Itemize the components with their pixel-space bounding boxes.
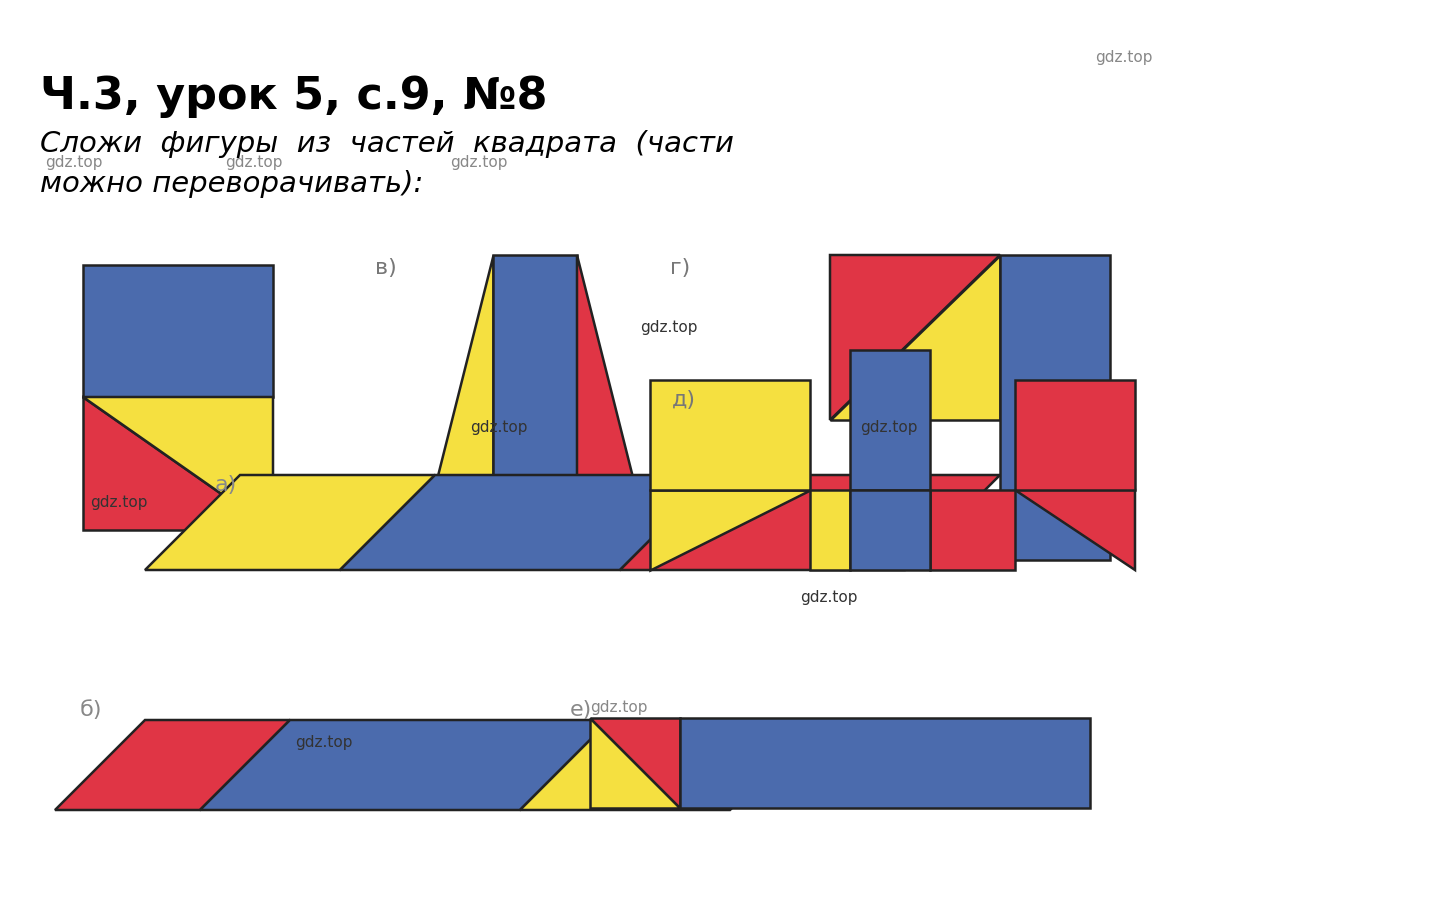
Polygon shape (83, 397, 273, 530)
Polygon shape (83, 265, 273, 397)
Text: г): г) (670, 258, 690, 278)
Polygon shape (1015, 380, 1135, 490)
Polygon shape (930, 490, 1015, 570)
Text: gdz.top: gdz.top (590, 700, 647, 715)
Polygon shape (620, 475, 1000, 570)
Polygon shape (590, 718, 680, 808)
Text: gdz.top: gdz.top (224, 155, 283, 170)
Polygon shape (420, 255, 493, 545)
Text: gdz.top: gdz.top (44, 155, 103, 170)
Text: б): б) (80, 700, 103, 720)
Text: Сложи  фигуры  из  частей  квадрата  (части: Сложи фигуры из частей квадрата (части (40, 130, 735, 158)
Polygon shape (850, 490, 930, 570)
Polygon shape (520, 720, 820, 810)
Polygon shape (144, 475, 434, 570)
Polygon shape (680, 718, 1090, 808)
Polygon shape (590, 718, 680, 808)
Text: д): д) (672, 390, 696, 410)
Text: gdz.top: gdz.top (1095, 50, 1153, 65)
Text: в): в) (374, 258, 397, 278)
Text: gdz.top: gdz.top (640, 320, 697, 335)
Text: можно переворачивать):: можно переворачивать): (40, 170, 423, 198)
Polygon shape (493, 255, 577, 545)
Polygon shape (83, 397, 273, 530)
Text: gdz.top: gdz.top (860, 420, 917, 435)
Polygon shape (340, 475, 714, 570)
Polygon shape (1015, 490, 1135, 570)
Text: gdz.top: gdz.top (470, 420, 527, 435)
Text: gdz.top: gdz.top (800, 590, 857, 605)
Polygon shape (54, 720, 290, 810)
Polygon shape (650, 380, 810, 490)
Text: gdz.top: gdz.top (294, 735, 353, 750)
Polygon shape (830, 255, 1000, 420)
Polygon shape (200, 720, 610, 810)
Polygon shape (850, 350, 930, 490)
Text: е): е) (570, 700, 592, 720)
Text: gdz.top: gdz.top (90, 495, 147, 510)
Text: Ч.3, урок 5, с.9, №8: Ч.3, урок 5, с.9, №8 (40, 75, 547, 118)
Polygon shape (650, 490, 810, 570)
Polygon shape (1000, 255, 1110, 560)
Polygon shape (830, 255, 1000, 420)
Text: gdz.top: gdz.top (450, 155, 507, 170)
Polygon shape (577, 255, 650, 545)
Text: а): а) (214, 475, 237, 495)
Polygon shape (810, 490, 850, 570)
